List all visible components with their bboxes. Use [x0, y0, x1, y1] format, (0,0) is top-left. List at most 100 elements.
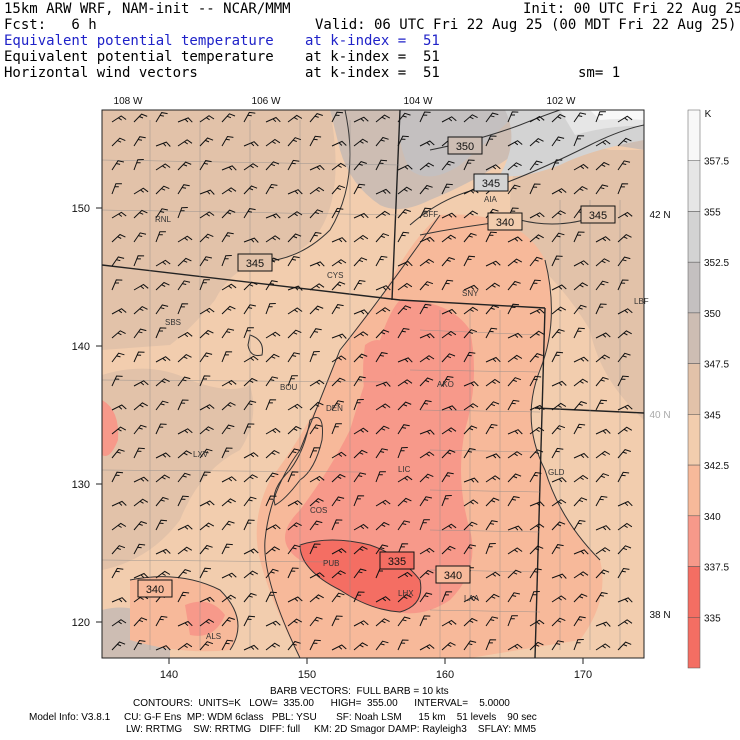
- wind-barb: [309, 164, 325, 171]
- wind-barb: [595, 258, 610, 267]
- wind-barb: [353, 472, 367, 483]
- wind-barb: [375, 352, 388, 363]
- wind-barb: [221, 209, 236, 219]
- x-tick-label: 150: [298, 669, 316, 681]
- wind-barb: [463, 499, 479, 507]
- svg-text:345: 345: [246, 258, 264, 270]
- plot-frame: [101, 109, 645, 659]
- wind-barb: [111, 233, 126, 243]
- wind-barb: [221, 135, 234, 147]
- wind-barb: [265, 546, 280, 555]
- lon-label: 104 W: [404, 96, 433, 107]
- wind-barb: [397, 424, 410, 435]
- wind-barb: [463, 544, 476, 555]
- wind-barb: [375, 640, 389, 651]
- wind-barb: [529, 568, 542, 579]
- wind-barb: [573, 304, 587, 315]
- wind-barb: [573, 112, 587, 123]
- colorbar-label: 342.5: [704, 461, 729, 472]
- wind-barb: [617, 183, 629, 195]
- wind-barb: [529, 160, 543, 171]
- wind-barb: [507, 280, 521, 291]
- wind-barb: [375, 233, 390, 243]
- wind-barb: [287, 233, 302, 243]
- wind-barb: [375, 471, 386, 483]
- wind-barb: [485, 520, 498, 531]
- wind-barb: [155, 304, 169, 315]
- wind-barb: [551, 306, 567, 315]
- colorbar-swatch: [687, 566, 701, 618]
- wind-barb: [441, 330, 457, 339]
- wind-barb: [441, 308, 457, 315]
- wind-barb: [265, 303, 276, 315]
- wind-barb: [529, 426, 545, 435]
- wind-barb: [177, 569, 191, 579]
- wind-barb: [265, 376, 279, 387]
- wind-barb: [507, 569, 522, 579]
- wind-barb: [111, 522, 127, 531]
- wind-barb: [177, 257, 192, 267]
- wind-barb: [265, 116, 281, 123]
- wind-barb: [331, 400, 344, 411]
- wind-barb: [419, 519, 430, 531]
- wind-barb: [133, 498, 149, 507]
- wind-barb: [199, 544, 213, 555]
- wind-barb: [595, 643, 611, 651]
- wind-barb: [111, 375, 123, 387]
- wind-barb: [485, 112, 499, 123]
- wind-barb: [375, 448, 388, 459]
- wind-barb: [375, 114, 391, 123]
- wind-barb: [243, 355, 259, 363]
- wind-barb: [133, 447, 145, 459]
- wind-barb: [419, 140, 435, 147]
- wind-barb: [397, 571, 413, 579]
- wind-barb: [309, 305, 324, 315]
- wind-barb: [485, 423, 498, 435]
- wind-barb: [309, 616, 323, 627]
- station-labels: RNL BFF AIA CYS SNY LBF SBS BOU DEN AKO …: [155, 195, 649, 641]
- wind-barb: [155, 231, 166, 243]
- colorbar-label: 347.5: [704, 360, 729, 371]
- wind-barb: [177, 472, 191, 483]
- wind-barb: [111, 211, 127, 219]
- wind-barb: [375, 188, 391, 195]
- wind-barb: [287, 544, 301, 555]
- contour-label: 345: [237, 253, 273, 272]
- wind-barb: [595, 376, 609, 387]
- wind-barb: [573, 327, 585, 339]
- wind-barb: [287, 159, 300, 171]
- wind-barb: [243, 327, 254, 339]
- wind-barb: [551, 425, 566, 435]
- wind-barb: [507, 162, 522, 171]
- wind-barb: [133, 476, 149, 483]
- wind-barb: [287, 137, 302, 147]
- wind-barb: [397, 231, 410, 243]
- wind-barb: [309, 283, 325, 291]
- wind-barb: [419, 496, 432, 507]
- wind-barb: [133, 113, 148, 123]
- wind-barb: [595, 569, 610, 579]
- station-pub: PUB: [323, 559, 339, 568]
- wind-barb: [221, 572, 237, 579]
- wind-barb: [485, 305, 499, 315]
- wind-barb: [243, 400, 257, 411]
- wind-barb: [309, 424, 323, 435]
- wind-barb: [111, 404, 127, 411]
- wind-barb: [485, 571, 501, 579]
- wind-barb: [111, 471, 124, 483]
- station-lxv: LXV: [193, 450, 209, 459]
- wind-barb: [265, 138, 281, 147]
- wind-barb: [419, 236, 435, 243]
- wind-barb: [419, 473, 434, 483]
- wind-barb: [595, 473, 610, 483]
- wind-barb: [485, 475, 501, 483]
- wind-barb: [551, 544, 564, 555]
- wind-barb: [199, 233, 214, 243]
- wind-barb: [463, 448, 476, 459]
- wind-barb: [375, 136, 389, 147]
- wind-barb: [507, 643, 523, 651]
- wind-barb: [287, 307, 303, 315]
- wind-barb: [463, 329, 478, 339]
- wind-barb: [155, 208, 168, 219]
- wind-barb: [529, 641, 544, 651]
